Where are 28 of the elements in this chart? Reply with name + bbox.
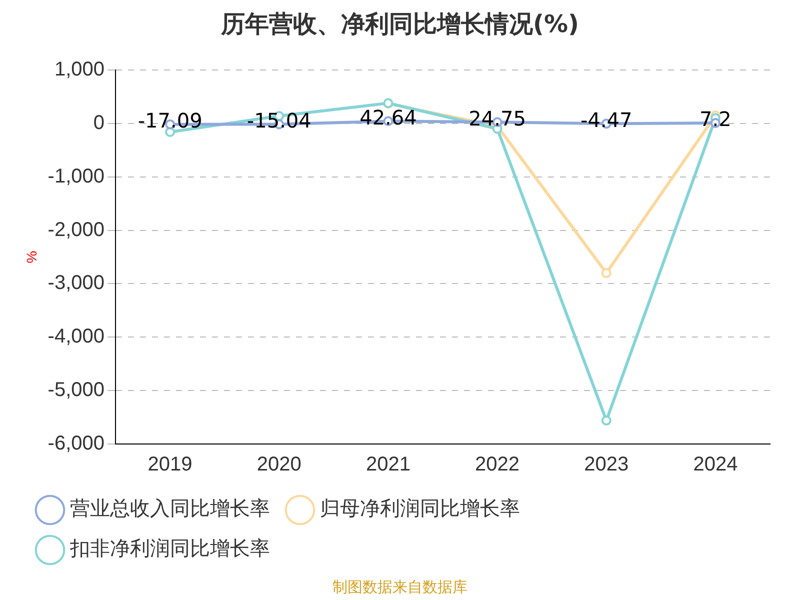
y-tick-label: 0 bbox=[93, 112, 105, 134]
y-tick-label: -4,000 bbox=[48, 326, 105, 348]
y-tick-label: -5,000 bbox=[48, 379, 105, 402]
data-label: 42.64 bbox=[360, 105, 417, 130]
legend-label: 营业总收入同比增长率 bbox=[70, 496, 270, 520]
legend-label: 归母净利润同比增长率 bbox=[320, 496, 520, 520]
legend-label: 扣非净利润同比增长率 bbox=[69, 536, 270, 560]
x-tick-label: 2022 bbox=[475, 454, 520, 476]
x-tick-label: 2021 bbox=[366, 454, 410, 476]
x-tick-label: 2024 bbox=[693, 454, 738, 476]
y-axis-title: % bbox=[23, 250, 40, 264]
x-tick-label: 2019 bbox=[148, 454, 192, 476]
data-label: -17.09 bbox=[138, 108, 202, 133]
point bbox=[601, 415, 612, 426]
data-label: -4.47 bbox=[580, 108, 632, 132]
y-tick-label: -3,000 bbox=[48, 272, 105, 294]
y-tick-label: -6,000 bbox=[48, 432, 105, 455]
y-tick-label: -2,000 bbox=[48, 218, 105, 241]
y-tick-label: -1,000 bbox=[48, 165, 105, 188]
text: 制图数据来自数据库 bbox=[332, 578, 468, 597]
data-label: 24.75 bbox=[468, 106, 526, 130]
data-label: -15.04 bbox=[246, 108, 312, 132]
chart-title: 历年营收、净利同比增长情况(%) bbox=[220, 9, 580, 40]
point bbox=[601, 268, 612, 278]
data-label: 7.2 bbox=[700, 107, 732, 132]
x-tick-label: 2020 bbox=[256, 454, 302, 476]
x-tick-label: 2023 bbox=[584, 454, 629, 476]
y-tick-label: 1,000 bbox=[54, 58, 105, 81]
